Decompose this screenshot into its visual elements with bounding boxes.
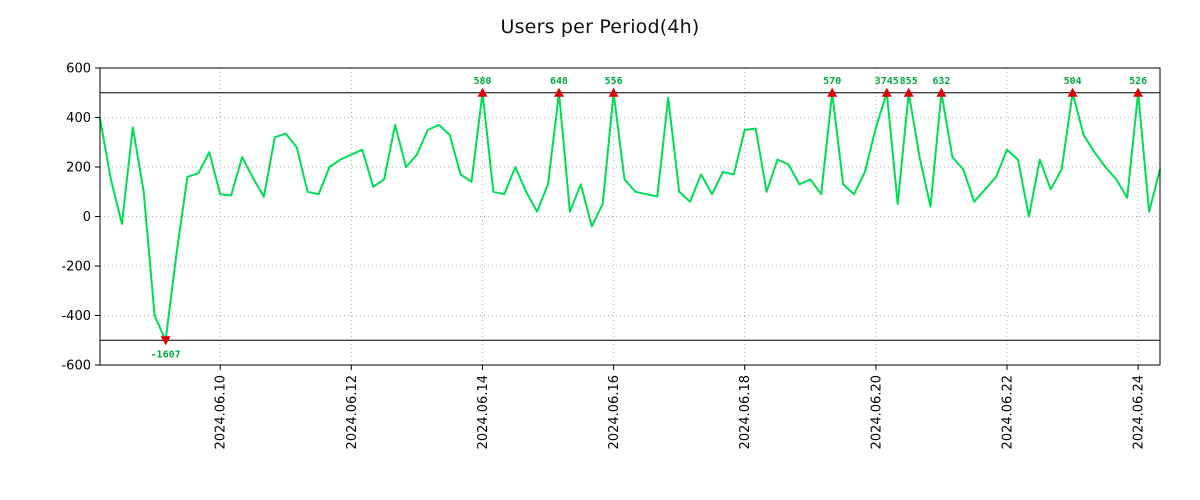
- peak-marker-icon: [477, 87, 488, 97]
- peak-marker-icon: [936, 87, 947, 97]
- series-line: [99, 91, 1161, 342]
- svg-text:2024.06.18: 2024.06.18: [738, 375, 753, 449]
- peak-marker-icon: [554, 87, 564, 97]
- svg-text:2024.06.12: 2024.06.12: [345, 375, 360, 449]
- svg-text:-400: -400: [61, 309, 91, 324]
- peak-marker-icon: [903, 87, 914, 97]
- svg-text:504: 504: [1064, 76, 1082, 87]
- y-axis: 600 400 200 0 -200 -400 -600: [61, 62, 100, 374]
- svg-text:648: 648: [550, 76, 568, 87]
- svg-text:632: 632: [932, 76, 950, 87]
- svg-text:600: 600: [66, 62, 91, 77]
- svg-text:556: 556: [605, 76, 623, 87]
- plot-frame: [99, 67, 1161, 366]
- svg-text:3745: 3745: [875, 76, 899, 87]
- svg-text:580: 580: [473, 76, 491, 87]
- svg-text:2024.06.22: 2024.06.22: [1001, 375, 1016, 449]
- peak-marker-icon: [827, 87, 838, 97]
- peak-marker-icon: [881, 87, 892, 97]
- svg-text:570: 570: [823, 76, 841, 87]
- gridlines: [100, 68, 1160, 365]
- svg-text:0: 0: [83, 210, 91, 225]
- svg-text:-200: -200: [61, 260, 91, 275]
- svg-text:200: 200: [66, 161, 91, 176]
- peak-markers: -1607 580 648 556 570 3745 855 632 504 526: [151, 76, 1148, 360]
- peak-marker-icon: [1133, 87, 1144, 97]
- svg-text:2024.06.24: 2024.06.24: [1132, 375, 1147, 449]
- svg-text:400: 400: [66, 111, 91, 126]
- chart-title: Users per Period(4h): [500, 16, 700, 38]
- peak-marker-icon: [1067, 87, 1078, 97]
- svg-text:2024.06.20: 2024.06.20: [869, 375, 884, 449]
- trough-marker-icon: [160, 336, 171, 346]
- svg-text:855: 855: [900, 76, 918, 87]
- peak-marker-icon: [608, 87, 619, 97]
- svg-text:2024.06.10: 2024.06.10: [214, 375, 229, 449]
- svg-text:-600: -600: [61, 359, 91, 374]
- svg-text:2024.06.14: 2024.06.14: [476, 375, 491, 449]
- threshold-lines: [100, 92, 1160, 341]
- svg-text:2024.06.16: 2024.06.16: [607, 375, 622, 449]
- x-axis: 2024.06.10 2024.06.12 2024.06.14 2024.06.16…: [214, 365, 1147, 449]
- svg-text:-1607: -1607: [151, 349, 181, 360]
- svg-text:526: 526: [1129, 76, 1147, 87]
